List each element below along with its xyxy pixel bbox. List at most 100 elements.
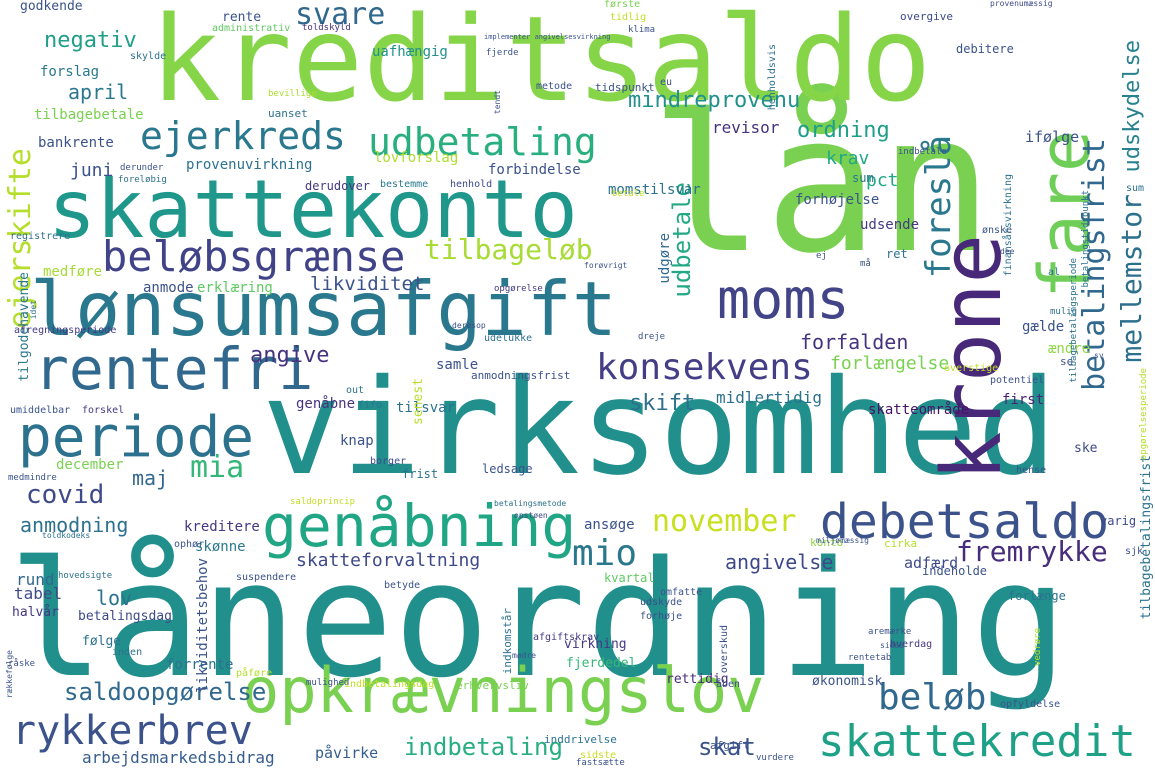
cloud-word: genåbning (262, 492, 577, 560)
cloud-word: eu (660, 77, 673, 88)
cloud-word: ifølge (1025, 128, 1080, 146)
cloud-word: forbindelse (488, 162, 581, 178)
cloud-word: anmodning (20, 513, 129, 537)
cloud-word: anmode (143, 280, 194, 296)
cloud-word: ske (1074, 441, 1098, 456)
cloud-word: momstilsvar (608, 182, 701, 198)
cloud-word: betalingstidspunkt (1081, 190, 1091, 288)
cloud-word: covid (26, 480, 105, 510)
cloud-word: skat (698, 733, 756, 761)
cloud-word: saldoprincip (290, 497, 356, 507)
cloud-word: medmindre (8, 473, 57, 483)
cloud-word: provenumæssig (990, 0, 1053, 8)
cloud-word: debetsaldo (820, 494, 1109, 550)
cloud-word: ej (816, 251, 827, 261)
cloud-word: skift (629, 391, 696, 416)
cloud-word: opgørelse (494, 284, 543, 294)
cloud-word: maj (132, 466, 169, 490)
cloud-word: mulig (1050, 307, 1078, 317)
cloud-word: betalingsdag (78, 609, 172, 624)
cloud-word: krav (826, 148, 870, 169)
cloud-word: virkning (564, 637, 627, 652)
cloud-word: åben (716, 679, 741, 690)
cloud-word: låneordning (8, 526, 1068, 713)
cloud-word: anmodningsfrist (471, 369, 571, 382)
cloud-word: godkende (20, 0, 83, 14)
cloud-word: overgive (900, 10, 953, 23)
cloud-word: april (68, 80, 129, 104)
cloud-word: må (860, 259, 871, 269)
cloud-word: lønsumsafgift (30, 265, 617, 353)
cloud-word: forhøje (640, 611, 683, 622)
cloud-word: virksomhed (262, 351, 1057, 505)
cloud-word: skatteområde (868, 402, 970, 418)
cloud-word: likviditet (310, 273, 425, 295)
cloud-word: borger (370, 456, 407, 467)
cloud-word: betale (612, 189, 645, 199)
cloud-word: indeholde (922, 564, 988, 578)
cloud-word: sjk (1125, 546, 1144, 557)
cloud-word: potentiel (990, 375, 1045, 386)
cloud-word: tilsvar (396, 400, 456, 416)
cloud-word: dee (1000, 247, 1015, 256)
cloud-word: råske (8, 659, 36, 669)
cloud-word: rykkerbrev (12, 708, 253, 754)
cloud-word: rettidig (666, 672, 729, 687)
cloud-word: udbetaling (368, 120, 597, 164)
cloud-word: bankrente (38, 135, 114, 151)
cloud-word: ændre (1048, 341, 1091, 357)
cloud-word: opgørelsesperiode (1139, 368, 1149, 461)
cloud-word: administrativ (212, 23, 291, 34)
cloud-word: forskel (82, 405, 125, 416)
cloud-word: ejerkreds (140, 114, 346, 158)
cloud-word: omfatte (660, 587, 703, 598)
cloud-word: tabel (14, 584, 63, 603)
cloud-word: rækkefølge (5, 650, 14, 699)
cloud-word: toldkodeks (42, 531, 91, 540)
cloud-word: udskydelse (1120, 40, 1145, 173)
cloud-word: beløbsgrænse (102, 232, 406, 281)
cloud-word: derunder (120, 163, 164, 173)
cloud-word: udskyde (640, 597, 683, 608)
cloud-word: lov (96, 586, 133, 610)
cloud-word: sv (1094, 351, 1104, 360)
cloud-word: fremrykke (956, 535, 1108, 568)
cloud-word: gælde (1022, 319, 1065, 335)
cloud-word: afregningsperiode (14, 325, 117, 336)
cloud-word: betyde (384, 580, 421, 591)
cloud-word: first (1002, 392, 1045, 408)
cloud-word: indbetalingsdag (344, 679, 435, 690)
cloud-word: november (652, 504, 797, 539)
cloud-word: se (1060, 355, 1074, 368)
cloud-word: medføre (43, 264, 103, 280)
cloud-word: afgift (710, 739, 750, 752)
cloud-word: bevillige (268, 89, 317, 99)
cloud-word: miljømæssig (816, 536, 869, 545)
cloud-word: angivelse (725, 550, 834, 574)
cloud-word: forhøjelse (795, 192, 880, 208)
cloud-word: mødre (512, 651, 537, 660)
cloud-word: senest (411, 378, 426, 425)
cloud-word: indkomstår (501, 608, 514, 675)
cloud-word: december (56, 457, 124, 473)
cloud-word: rund (16, 570, 55, 589)
cloud-word: fjerde (486, 48, 519, 58)
cloud-word: opkrævningslov (242, 654, 765, 727)
cloud-word: kreditsaldo (150, 0, 932, 128)
cloud-word: adfærd (904, 554, 959, 572)
cloud-word: forrente (166, 657, 234, 673)
cloud-word: mia (190, 450, 245, 485)
cloud-word: vedrøre (1033, 628, 1043, 666)
cloud-word: mio (572, 533, 638, 574)
cloud-word: skattekredit (818, 716, 1136, 767)
cloud-word: out (346, 385, 365, 396)
cloud-word: udgøre (657, 233, 673, 284)
cloud-word: forfalden (800, 330, 909, 354)
cloud-word: debitere (956, 42, 1014, 56)
cloud-word: mindreprovenu (628, 88, 801, 113)
cloud-word: tilbagebetalingsfrist (1139, 455, 1154, 620)
cloud-word: skylde (130, 51, 167, 62)
cloud-word: første (604, 0, 641, 10)
cloud-word: ønske (982, 225, 1013, 236)
